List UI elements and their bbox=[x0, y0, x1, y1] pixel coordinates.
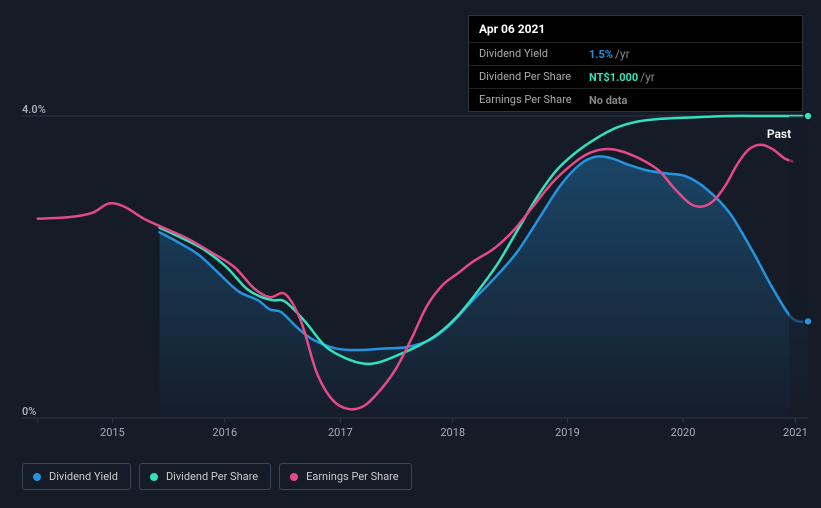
svg-text:2017: 2017 bbox=[328, 426, 353, 439]
tooltip-value: NT$1.000 bbox=[589, 71, 638, 84]
svg-text:4.0%: 4.0% bbox=[22, 103, 46, 116]
tooltip-date: Apr 06 2021 bbox=[469, 16, 802, 42]
line-chart[interactable]: 0% 4.0% Past 2015 2016 2017 2018 2019 2020 2021 bbox=[0, 100, 821, 443]
tooltip-row-eps: Earnings Per Share No data bbox=[469, 88, 802, 111]
legend-dot bbox=[290, 473, 298, 481]
legend-label: Earnings Per Share bbox=[306, 470, 399, 483]
tooltip-label: Earnings Per Share bbox=[479, 93, 589, 107]
legend-dot bbox=[33, 473, 41, 481]
hover-tooltip: Apr 06 2021 Dividend Yield 1.5%/yr Divid… bbox=[468, 15, 803, 112]
svg-text:2020: 2020 bbox=[671, 426, 696, 439]
legend-item-eps[interactable]: Earnings Per Share bbox=[279, 463, 412, 490]
tooltip-value: No data bbox=[589, 94, 627, 107]
chart-legend: Dividend Yield Dividend Per Share Earnin… bbox=[22, 463, 412, 490]
tooltip-row-yield: Dividend Yield 1.5%/yr bbox=[469, 42, 802, 65]
tooltip-unit: /yr bbox=[615, 47, 630, 61]
legend-item-yield[interactable]: Dividend Yield bbox=[22, 463, 131, 490]
svg-text:2015: 2015 bbox=[100, 426, 125, 439]
legend-label: Dividend Yield bbox=[49, 470, 118, 483]
svg-text:2021: 2021 bbox=[783, 426, 808, 439]
tooltip-value: 1.5% bbox=[589, 48, 613, 61]
tooltip-label: Dividend Yield bbox=[479, 47, 589, 61]
legend-label: Dividend Per Share bbox=[166, 470, 258, 483]
tooltip-label: Dividend Per Share bbox=[479, 70, 589, 84]
svg-text:Past: Past bbox=[767, 127, 791, 141]
legend-dot bbox=[150, 473, 158, 481]
svg-text:2016: 2016 bbox=[212, 426, 237, 439]
legend-item-dps[interactable]: Dividend Per Share bbox=[139, 463, 271, 490]
svg-text:2018: 2018 bbox=[440, 426, 465, 439]
svg-text:0%: 0% bbox=[22, 405, 36, 418]
tooltip-unit: /yr bbox=[640, 70, 655, 84]
tooltip-row-dps: Dividend Per Share NT$1.000/yr bbox=[469, 65, 802, 88]
svg-text:2019: 2019 bbox=[555, 426, 580, 439]
